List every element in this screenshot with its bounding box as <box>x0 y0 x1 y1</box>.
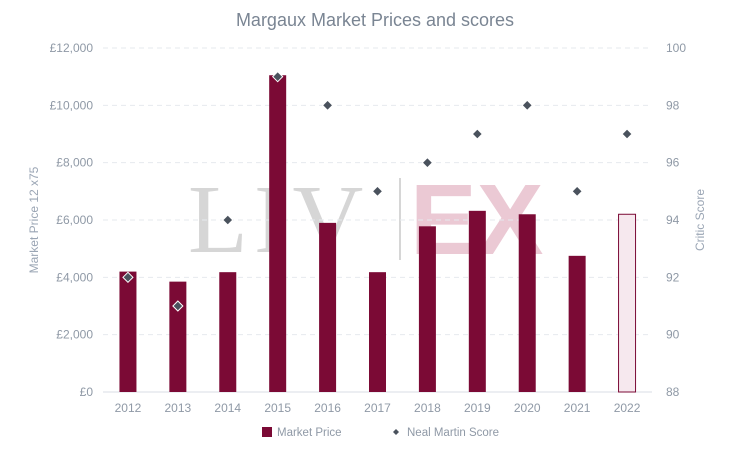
y-axis-label-right: Critic Score <box>693 189 707 251</box>
y-tick-label-left: £2,000 <box>56 328 93 342</box>
x-tick-label: 2015 <box>264 401 291 415</box>
x-tick-label: 2014 <box>214 401 241 415</box>
bar <box>418 226 436 392</box>
scatter-point <box>321 99 334 112</box>
y-tick-label-right: 94 <box>666 213 680 227</box>
x-tick-label: 2019 <box>464 401 491 415</box>
bar <box>369 272 386 392</box>
y-tick-label-right: 90 <box>666 328 680 342</box>
x-tick-label: 2013 <box>165 401 192 415</box>
scatter-series-neal-martin-score <box>122 70 633 312</box>
legend-label-neal-martin-score: Neal Martin Score <box>407 427 499 439</box>
scatter-point <box>122 271 134 284</box>
bar-series-market-price <box>119 75 637 393</box>
bar <box>119 271 137 392</box>
bar <box>269 75 287 392</box>
y-axis-right: 88 90 92 94 96 98 100 <box>666 41 686 399</box>
y-tick-label-right: 100 <box>666 41 686 55</box>
scatter-point <box>571 185 583 198</box>
y-axis-label-left: Market Price 12 x75 <box>27 166 41 273</box>
x-tick-label: 2020 <box>514 401 541 415</box>
legend: Market Price Neal Martin Score <box>262 427 499 439</box>
legend-swatch-market-price <box>262 427 272 437</box>
scatter-point <box>521 99 533 112</box>
y-tick-label-right: 92 <box>666 270 680 284</box>
legend-swatch-neal-martin-score <box>393 429 399 435</box>
bar <box>618 213 637 393</box>
gridlines <box>103 47 652 393</box>
x-tick-label: 2017 <box>364 401 391 415</box>
x-tick-label: 2012 <box>115 401 142 415</box>
y-axis-left: £0 £2,000 £4,000 £6,000 £8,000 £10,000 £12,000 <box>50 41 94 399</box>
bar <box>468 210 486 392</box>
y-tick-label-right: 88 <box>666 385 680 399</box>
scatter-point <box>222 214 234 226</box>
x-axis: 2012 2013 2014 2015 2016 2017 2018 2019 2020 2021… <box>115 401 641 415</box>
y-tick-label-left: £12,000 <box>50 41 94 55</box>
scatter-point <box>421 156 434 169</box>
x-tick-label: 2022 <box>614 401 641 415</box>
scatter-point <box>471 128 484 140</box>
scatter-point <box>371 185 384 198</box>
scatter-point <box>172 300 184 312</box>
x-tick-label: 2021 <box>564 401 591 415</box>
y-tick-label-left: £0 <box>80 385 94 399</box>
x-tick-label: 2018 <box>414 401 441 415</box>
scatter-point <box>621 128 633 140</box>
chart-title: Margaux Market Prices and scores <box>236 10 514 30</box>
x-tick-label: 2016 <box>314 401 341 415</box>
bar <box>319 222 337 392</box>
bar <box>169 281 187 392</box>
bar <box>518 214 536 392</box>
y-tick-label-left: £6,000 <box>56 213 93 227</box>
y-tick-label-left: £8,000 <box>56 156 93 170</box>
legend-label-market-price: Market Price <box>277 427 342 439</box>
y-tick-label-left: £10,000 <box>50 98 94 112</box>
bar <box>219 272 237 392</box>
y-tick-label-right: 96 <box>666 156 680 170</box>
y-tick-label-right: 98 <box>666 98 680 112</box>
y-tick-label-left: £4,000 <box>56 270 93 284</box>
scatter-point <box>271 70 284 83</box>
bar <box>568 255 586 392</box>
